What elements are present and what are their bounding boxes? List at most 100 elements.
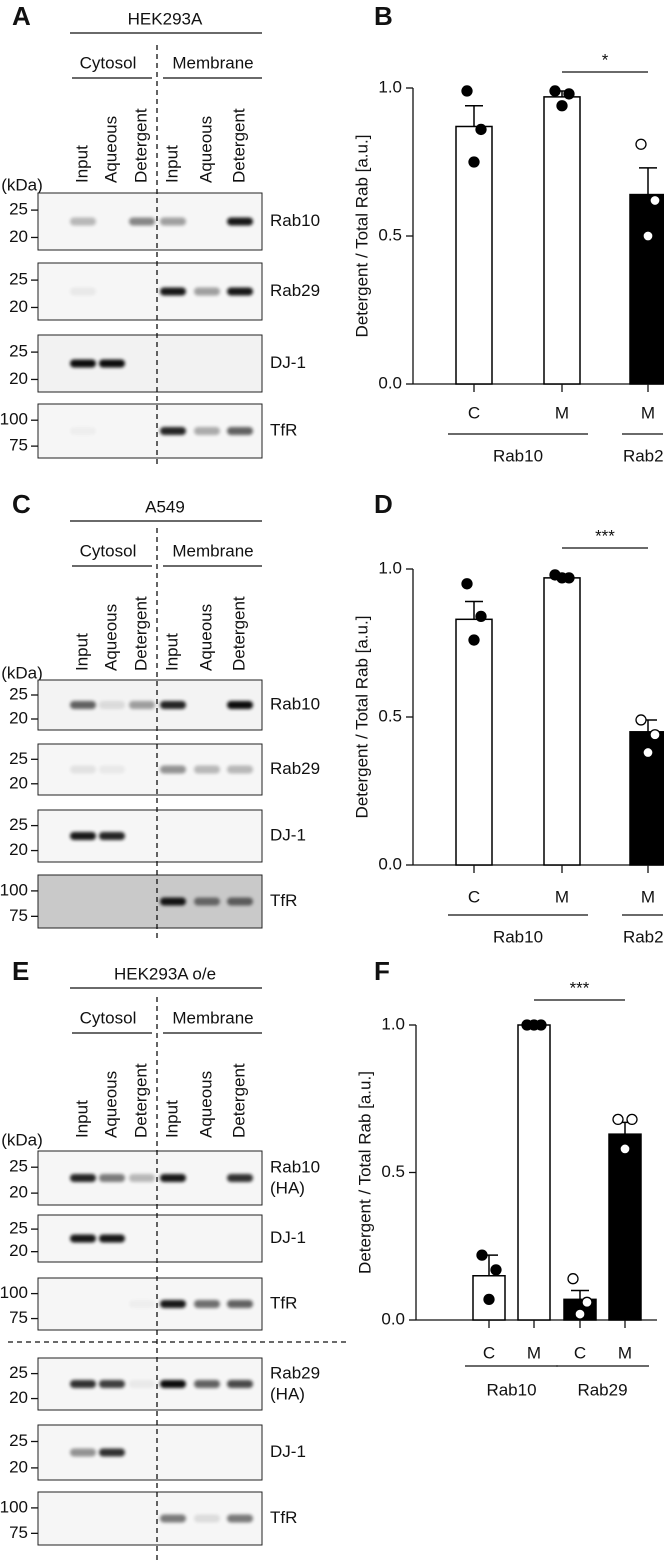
lane-label: Detergent (131, 596, 150, 671)
data-point (626, 1113, 638, 1126)
row-label: TfR (270, 1508, 297, 1527)
x-tick-label: M (641, 887, 655, 906)
band (70, 1174, 96, 1182)
blot-box (37, 1277, 263, 1331)
band (129, 1380, 155, 1388)
y-axis-label: Detergent / Total Rab [a.u.] (355, 1071, 374, 1274)
lane-label: Input (72, 145, 91, 183)
data-point (490, 1264, 502, 1276)
band (99, 1380, 125, 1388)
group-label: Rab10 (493, 446, 543, 465)
marker-label: 25 (9, 1219, 28, 1238)
band (99, 701, 125, 709)
bar (543, 96, 581, 385)
band (70, 427, 96, 435)
band (160, 701, 186, 709)
marker-label: 25 (9, 1157, 28, 1176)
blot-box (37, 1491, 263, 1546)
band (70, 217, 96, 226)
significance-label: * (602, 50, 609, 69)
lane-label: Aqueous (101, 1071, 120, 1138)
y-tick-label: 0.5 (378, 225, 402, 244)
fraction-label: Membrane (172, 53, 253, 72)
band (99, 765, 125, 774)
lane-label: Detergent (229, 1063, 248, 1138)
y-tick-label: 1.0 (381, 1014, 405, 1033)
band (99, 1234, 125, 1243)
row-label: DJ-1 (270, 825, 306, 844)
marker-label: 20 (9, 773, 28, 792)
panel-letter: A (12, 1, 31, 31)
band (160, 1174, 186, 1182)
panel-letter: E (12, 956, 29, 986)
data-point (567, 1273, 579, 1285)
band (70, 287, 96, 296)
panel-letter: C (12, 489, 31, 519)
band (160, 427, 186, 435)
marker-label: 25 (9, 815, 28, 834)
group-label: Rab10 (486, 1380, 536, 1399)
data-point (556, 100, 568, 112)
marker-label: 25 (9, 270, 28, 289)
error-bar (465, 105, 483, 127)
marker-label: 100 (0, 1497, 28, 1516)
lane-label: Aqueous (196, 604, 215, 671)
x-tick-label: M (527, 1343, 541, 1362)
unit-label: (kDa) (1, 663, 43, 682)
lane-label: Input (162, 633, 181, 671)
row-label: DJ-1 (270, 353, 306, 372)
group-label: Rab29 (623, 446, 664, 465)
band (160, 897, 186, 906)
band (194, 1514, 220, 1523)
lane-label: Detergent (229, 596, 248, 671)
x-tick-label: M (555, 403, 569, 422)
x-tick-label: C (483, 1343, 495, 1362)
y-tick-label: 0.5 (378, 706, 402, 725)
band (227, 765, 253, 774)
y-axis-label: Detergent / Total Rab [a.u.] (352, 616, 371, 819)
band (227, 701, 253, 709)
marker-label: 75 (9, 1523, 28, 1542)
row-label: (HA) (270, 1384, 305, 1403)
band (129, 217, 155, 226)
band (227, 287, 253, 296)
y-tick-label: 0.5 (381, 1162, 405, 1181)
row-label: Rab10 (270, 694, 320, 713)
data-point (468, 634, 480, 646)
band (160, 1514, 186, 1523)
lane-label: Detergent (229, 108, 248, 183)
y-tick-label: 1.0 (378, 77, 402, 96)
lane-label: Input (162, 1100, 181, 1138)
cell-line: A549 (145, 497, 185, 516)
x-tick-label: C (468, 403, 480, 422)
band (70, 701, 96, 709)
row-label: Rab29 (270, 281, 320, 300)
x-tick-label: M (618, 1343, 632, 1362)
data-point (556, 572, 568, 584)
band (194, 287, 220, 296)
lane-label: Input (72, 633, 91, 671)
band (129, 1300, 155, 1308)
marker-label: 25 (9, 749, 28, 768)
x-tick-label: M (641, 403, 655, 422)
lane-label: Detergent (131, 1063, 150, 1138)
unit-label: (kDa) (1, 1130, 43, 1149)
fraction-label: Cytosol (80, 1008, 137, 1027)
data-point (563, 88, 575, 100)
y-tick-label: 0.0 (378, 854, 402, 873)
row-label: TfR (270, 420, 297, 439)
band (160, 217, 186, 226)
marker-label: 100 (0, 1283, 28, 1302)
significance-label: *** (595, 526, 615, 545)
lane-label: Aqueous (101, 604, 120, 671)
data-point (461, 85, 473, 97)
significance-label: *** (570, 978, 590, 997)
fraction-label: Cytosol (80, 541, 137, 560)
row-label: (HA) (270, 1178, 305, 1197)
data-point (649, 194, 661, 207)
row-label: Rab10 (270, 211, 320, 230)
marker-label: 25 (9, 1431, 28, 1450)
marker-label: 25 (9, 684, 28, 703)
error-bar (571, 1289, 589, 1300)
band (129, 1174, 155, 1182)
